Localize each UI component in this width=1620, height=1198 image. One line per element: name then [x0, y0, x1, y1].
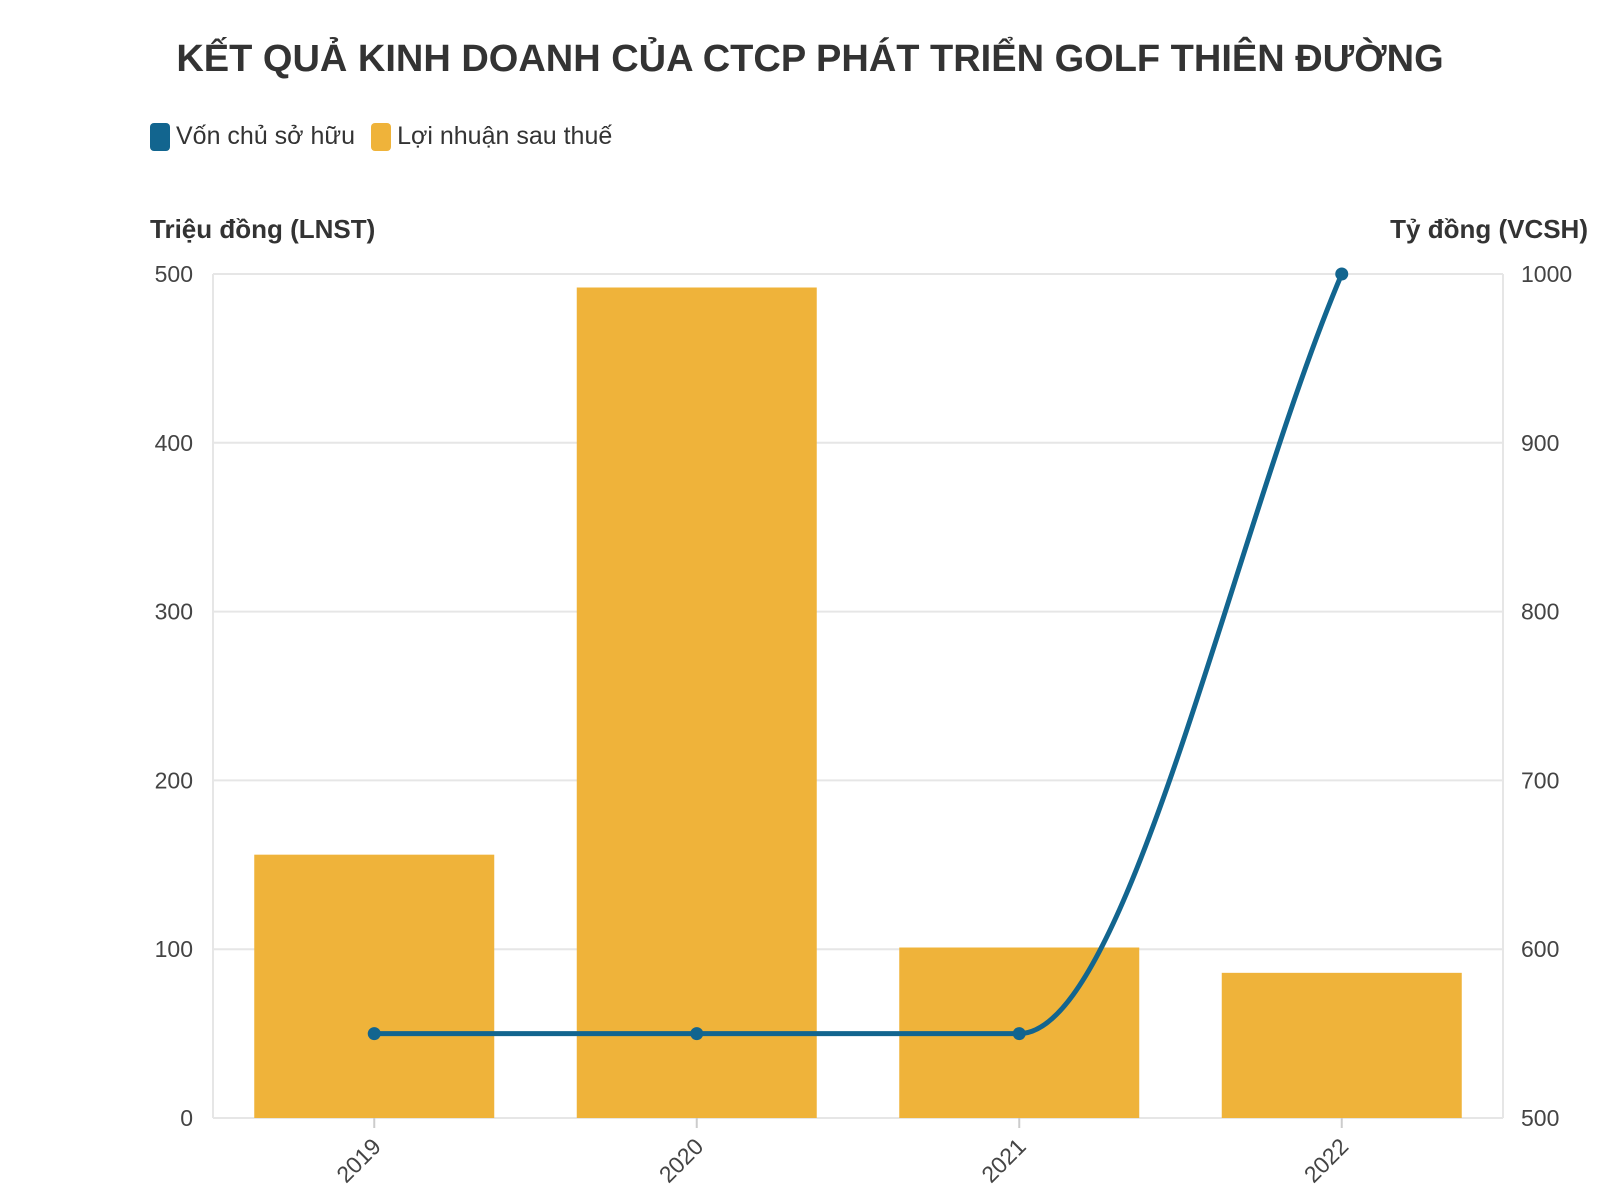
y-left-tick-label: 100 [155, 936, 193, 962]
chart-title: KẾT QUẢ KINH DOANH CỦA CTCP PHÁT TRIỂN G… [176, 38, 1444, 80]
legend-label-equity: Vốn chủ sở hữu [176, 122, 356, 150]
y-left-tick-label: 400 [155, 430, 193, 456]
y-right-tick-label: 600 [1521, 936, 1559, 962]
y-left-tick-label: 500 [155, 261, 193, 287]
bars-profit [254, 287, 1462, 1118]
point-equity-2019 [367, 1027, 381, 1041]
legend-swatch-profit [371, 122, 392, 151]
y-left-tick-label: 0 [180, 1105, 193, 1131]
legend: Vốn chủ sở hữu Lợi nhuận sau thuế [150, 122, 628, 151]
x-tick-label: 2019 [331, 1133, 386, 1188]
y-right-tick-label: 500 [1521, 1105, 1559, 1131]
y-left-tick-label: 200 [155, 767, 193, 793]
legend-swatch-equity [150, 122, 170, 151]
y-right-tick-label: 1000 [1521, 261, 1572, 287]
line-equity [367, 267, 1349, 1041]
y-right-tick-label: 800 [1521, 599, 1559, 625]
y-right-tick-label: 700 [1521, 767, 1559, 793]
y-right-tick-label: 900 [1521, 430, 1559, 456]
axes: 0 500 100 600 200 700 300 800 400 900 500 1000 2019 2… [155, 261, 1573, 1188]
y-right-axis-title: Tỷ đồng (VCSH) [1390, 214, 1588, 244]
x-tick-label: 2022 [1299, 1133, 1354, 1188]
line-equity-path [374, 273, 1345, 1037]
legend-label-profit: Lợi nhuận sau thuế [397, 122, 613, 150]
x-tick-label: 2020 [654, 1133, 709, 1188]
y-left-tick-label: 300 [155, 599, 193, 625]
point-equity-2022 [1335, 267, 1349, 281]
bar-profit-2020 [576, 287, 817, 1118]
y-left-axis-title: Triệu đồng (LNST) [150, 214, 375, 244]
legend-item-profit[interactable]: Lợi nhuận sau thuế [371, 122, 612, 151]
bar-profit-2022 [1221, 972, 1462, 1118]
point-equity-2021 [1012, 1027, 1026, 1041]
x-tick-label: 2021 [976, 1133, 1031, 1188]
point-equity-2020 [690, 1027, 704, 1041]
legend-item-equity[interactable]: Vốn chủ sở hữu [150, 122, 355, 151]
bar-profit-2019 [254, 854, 495, 1118]
